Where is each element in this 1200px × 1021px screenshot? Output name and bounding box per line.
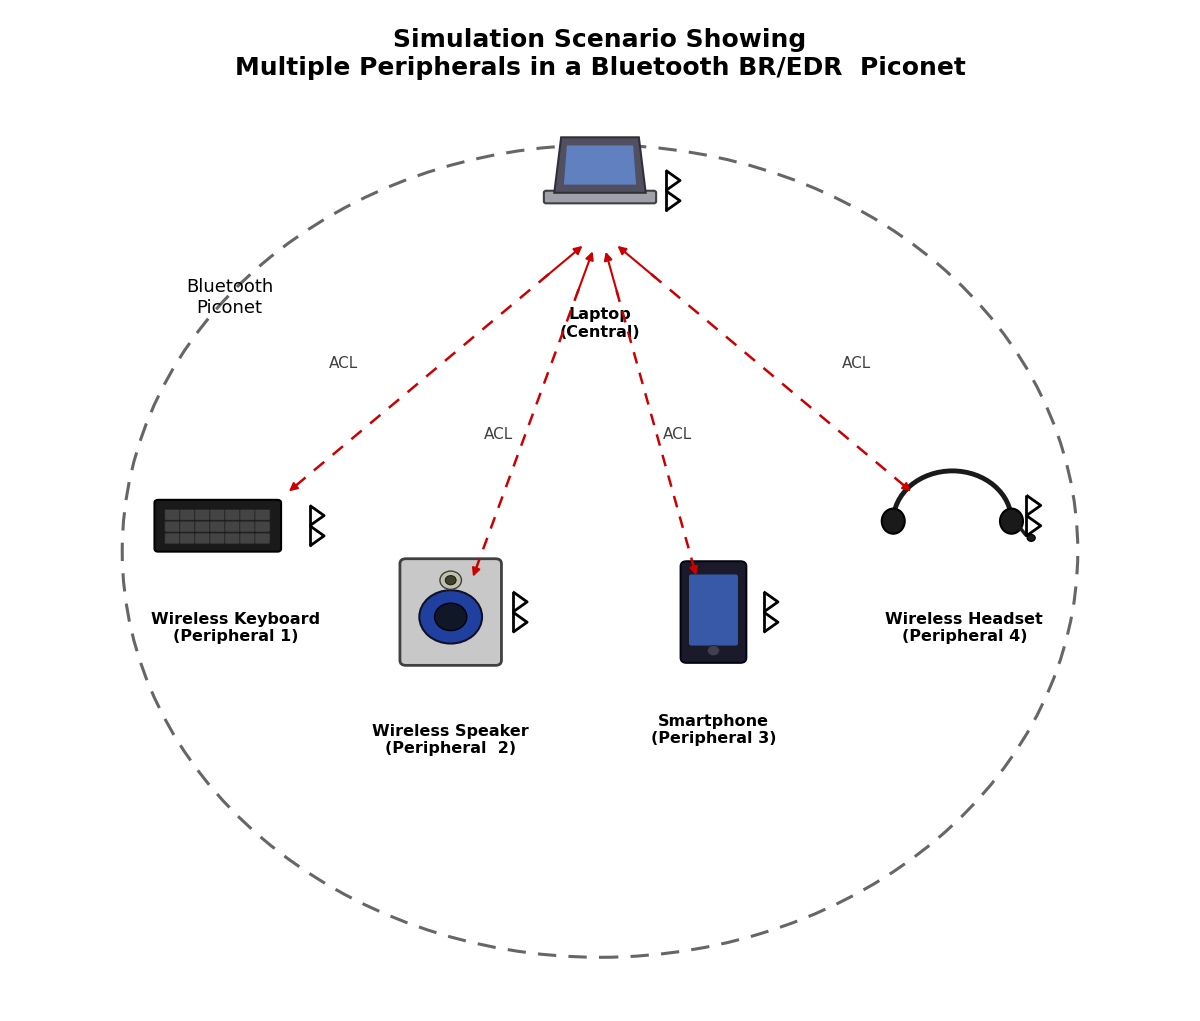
Circle shape: [445, 576, 456, 585]
Polygon shape: [554, 137, 646, 193]
FancyBboxPatch shape: [180, 533, 194, 544]
Text: Wireless Keyboard
(Peripheral 1): Wireless Keyboard (Peripheral 1): [151, 612, 320, 644]
FancyBboxPatch shape: [194, 509, 210, 521]
FancyBboxPatch shape: [180, 521, 194, 532]
Text: Simulation Scenario Showing
Multiple Peripherals in a Bluetooth BR/EDR  Piconet: Simulation Scenario Showing Multiple Per…: [234, 29, 966, 80]
FancyBboxPatch shape: [240, 533, 256, 544]
FancyBboxPatch shape: [400, 558, 502, 666]
Text: ACL: ACL: [329, 355, 358, 371]
Polygon shape: [564, 145, 636, 185]
FancyBboxPatch shape: [544, 191, 656, 203]
FancyBboxPatch shape: [254, 509, 270, 521]
FancyBboxPatch shape: [164, 521, 180, 532]
FancyBboxPatch shape: [240, 521, 256, 532]
Text: Wireless Headset
(Peripheral 4): Wireless Headset (Peripheral 4): [886, 612, 1043, 644]
Circle shape: [419, 590, 482, 643]
FancyBboxPatch shape: [164, 509, 180, 521]
Text: ACL: ACL: [484, 427, 514, 442]
Text: Bluetooth
Piconet: Bluetooth Piconet: [186, 278, 274, 317]
FancyBboxPatch shape: [210, 521, 224, 532]
FancyBboxPatch shape: [164, 533, 180, 544]
FancyBboxPatch shape: [224, 533, 240, 544]
FancyBboxPatch shape: [210, 509, 224, 521]
Text: ACL: ACL: [664, 427, 692, 442]
FancyBboxPatch shape: [254, 533, 270, 544]
FancyBboxPatch shape: [224, 521, 240, 532]
FancyBboxPatch shape: [254, 521, 270, 532]
FancyBboxPatch shape: [155, 500, 281, 551]
Circle shape: [434, 603, 467, 631]
Circle shape: [1027, 535, 1036, 541]
Ellipse shape: [882, 508, 905, 534]
FancyBboxPatch shape: [689, 575, 738, 645]
Text: Laptop
(Central): Laptop (Central): [559, 307, 641, 340]
Text: Wireless Speaker
(Peripheral  2): Wireless Speaker (Peripheral 2): [372, 724, 529, 757]
FancyBboxPatch shape: [210, 533, 224, 544]
FancyBboxPatch shape: [180, 509, 194, 521]
Text: ACL: ACL: [842, 355, 871, 371]
FancyBboxPatch shape: [224, 509, 240, 521]
FancyBboxPatch shape: [240, 509, 256, 521]
Circle shape: [440, 571, 462, 589]
FancyBboxPatch shape: [194, 533, 210, 544]
FancyBboxPatch shape: [194, 521, 210, 532]
FancyBboxPatch shape: [680, 562, 746, 663]
Circle shape: [708, 645, 720, 655]
Text: Smartphone
(Peripheral 3): Smartphone (Peripheral 3): [650, 714, 776, 746]
Ellipse shape: [1000, 508, 1022, 534]
